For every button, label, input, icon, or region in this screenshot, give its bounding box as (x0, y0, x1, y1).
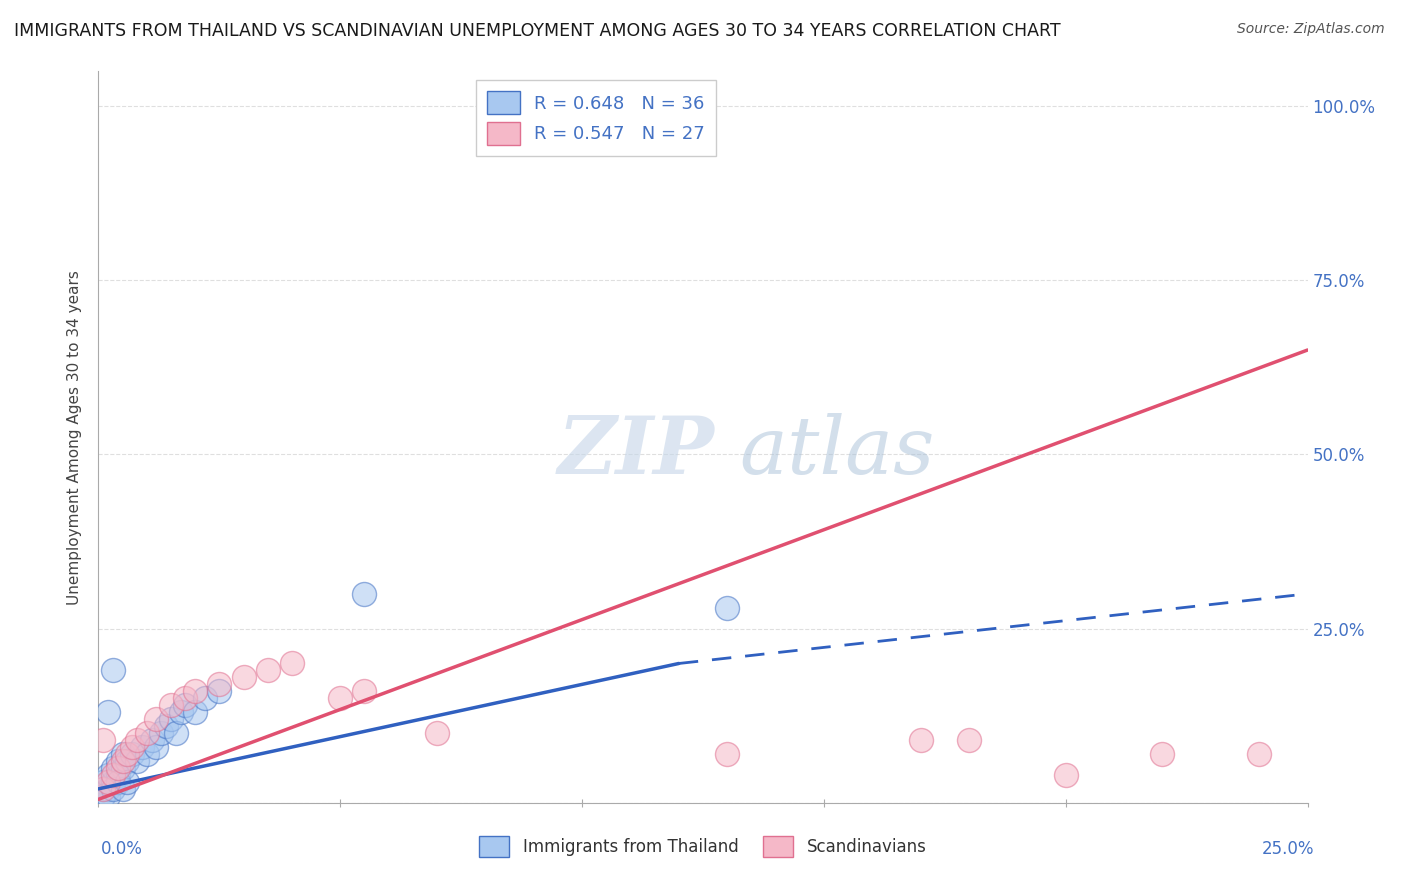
Point (107, 761, 129, 775)
Point (1249, 747, 1271, 761)
Point (91, 781, 114, 796)
Point (426, 726, 449, 740)
Point (256, 664, 278, 678)
Point (145, 712, 167, 726)
Point (101, 768, 124, 782)
Point (101, 761, 124, 775)
Point (121, 747, 143, 761)
Point (353, 587, 375, 601)
Point (111, 747, 134, 761)
Point (716, 747, 738, 761)
Point (910, 733, 932, 747)
Point (155, 719, 177, 733)
Text: ZIP: ZIP (558, 413, 714, 491)
Point (127, 754, 149, 768)
Point (1152, 747, 1174, 761)
Point (97, 768, 120, 782)
Point (97, 775, 120, 789)
Point (174, 691, 197, 706)
Point (141, 733, 163, 747)
Point (232, 670, 254, 684)
Point (160, 698, 183, 713)
Point (91, 775, 114, 789)
Point (329, 691, 352, 706)
Text: IMMIGRANTS FROM THAILAND VS SCANDINAVIAN UNEMPLOYMENT AMONG AGES 30 TO 34 YEARS : IMMIGRANTS FROM THAILAND VS SCANDINAVIAN… (14, 22, 1060, 40)
Point (111, 781, 134, 796)
Point (131, 740, 153, 755)
Legend: Immigrants from Thailand, Scandinavians: Immigrants from Thailand, Scandinavians (472, 830, 934, 864)
Point (184, 684, 207, 698)
Point (353, 684, 375, 698)
Point (174, 698, 197, 713)
Point (97, 789, 120, 803)
Point (111, 754, 134, 768)
Text: atlas: atlas (740, 413, 935, 491)
Point (135, 747, 157, 761)
Point (169, 705, 191, 719)
Point (208, 677, 231, 691)
Point (184, 705, 207, 719)
Point (127, 733, 149, 747)
Text: 25.0%: 25.0% (1263, 840, 1315, 858)
Point (91, 733, 114, 747)
Point (117, 754, 139, 768)
Point (101, 781, 124, 796)
Point (135, 726, 157, 740)
Point (97, 705, 120, 719)
Point (117, 775, 139, 789)
Point (101, 775, 124, 789)
Point (957, 733, 980, 747)
Point (121, 740, 143, 755)
Point (91, 781, 114, 796)
Point (165, 726, 187, 740)
Point (1054, 768, 1077, 782)
Point (97, 781, 120, 796)
Point (194, 691, 217, 706)
Point (117, 747, 139, 761)
Point (91, 789, 114, 803)
Text: 0.0%: 0.0% (101, 840, 143, 858)
Point (716, 600, 738, 615)
Point (150, 726, 173, 740)
Point (107, 775, 129, 789)
Text: Source: ZipAtlas.com: Source: ZipAtlas.com (1237, 22, 1385, 37)
Point (145, 740, 167, 755)
Point (107, 768, 129, 782)
Point (101, 664, 124, 678)
Y-axis label: Unemployment Among Ages 30 to 34 years: Unemployment Among Ages 30 to 34 years (67, 269, 83, 605)
Point (281, 657, 304, 671)
Point (107, 754, 129, 768)
Point (160, 712, 183, 726)
Point (111, 761, 134, 775)
Point (208, 684, 231, 698)
